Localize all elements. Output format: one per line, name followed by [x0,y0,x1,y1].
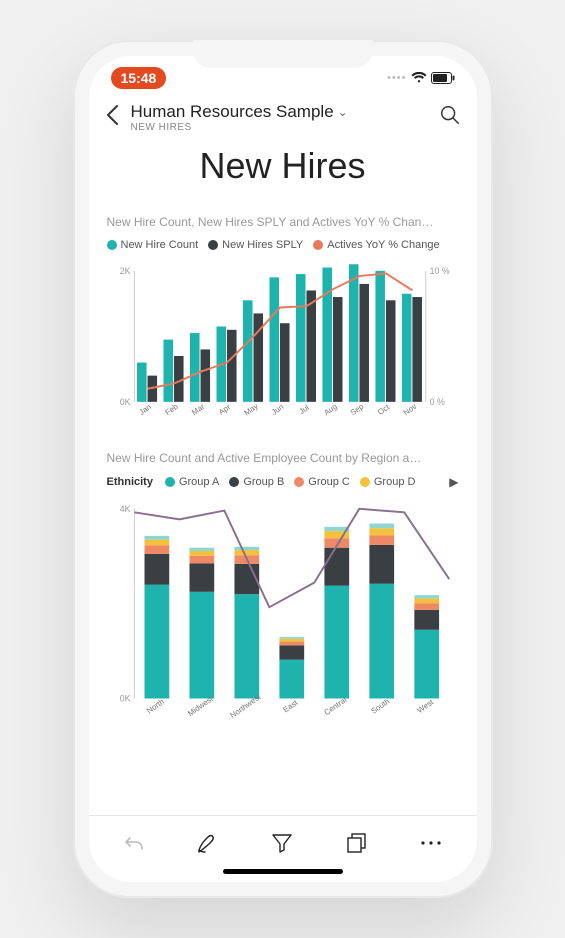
pages-icon [346,833,368,853]
legend-item: New Hires SPLY [208,239,303,251]
wifi-icon [411,72,427,84]
legend-item: Actives YoY % Change [313,239,439,251]
svg-text:10 %: 10 % [429,266,449,276]
legend-item: New Hire Count [107,239,199,251]
svg-text:Apr: Apr [217,402,232,417]
search-button[interactable] [439,104,461,131]
cellular-icon: •••• [387,72,406,84]
page-title: New Hires [89,139,477,215]
report-body[interactable]: New Hire Count, New Hires SPLY and Activ… [89,215,477,815]
legend-label: Group A [179,476,219,488]
svg-text:North: North [145,697,166,715]
svg-text:May: May [242,402,259,418]
chart-2-legend: Ethnicity Group A Group B Group C Group … [107,475,459,489]
status-icons: •••• [387,72,454,84]
chart-2-svg: 0K4KNorthMidwestNorthwestEastCentralSout… [107,501,459,726]
pages-button[interactable] [339,825,375,861]
chevron-down-icon: ⌄ [338,105,348,119]
bottom-toolbar [89,815,477,869]
legend-item: Group C [294,476,350,488]
undo-icon [122,833,146,853]
legend-item: Group D [360,476,416,488]
legend-label: Group D [374,476,416,488]
svg-text:Jan: Jan [137,402,152,417]
svg-text:Sep: Sep [348,402,365,418]
legend-label: New Hire Count [121,239,199,251]
svg-text:Feb: Feb [163,402,180,417]
svg-text:East: East [281,698,300,715]
legend-swatch [229,477,239,487]
legend-label: Actives YoY % Change [327,239,439,251]
phone-frame: 15:48 •••• Human Resources Sample ⌄ NEW … [73,40,493,898]
chart-1-legend: New Hire Count New Hires SPLY Actives Yo… [107,239,459,251]
svg-text:West: West [415,697,435,715]
home-indicator[interactable] [223,869,343,874]
legend-more-icon[interactable]: ▶ [449,475,458,489]
legend-swatch [107,240,117,250]
legend-swatch [165,477,175,487]
svg-text:0K: 0K [119,694,130,704]
annotate-button[interactable] [190,825,226,861]
legend-item: Group B [229,476,284,488]
search-icon [439,104,461,126]
nav-bar: Human Resources Sample ⌄ NEW HIRES [89,94,477,139]
legend-label: New Hires SPLY [222,239,303,251]
legend-label: Group C [308,476,350,488]
pen-icon [196,832,220,854]
legend-item: Group A [165,476,219,488]
legend-swatch [294,477,304,487]
svg-text:4K: 4K [119,504,130,514]
back-button[interactable] [105,102,121,133]
filter-button[interactable] [264,825,300,861]
chart-2-title: New Hire Count and Active Employee Count… [107,451,459,465]
chart-2[interactable]: New Hire Count and Active Employee Count… [107,451,459,726]
more-icon [420,840,442,846]
svg-text:0 %: 0 % [429,397,444,407]
svg-text:Mar: Mar [190,402,207,417]
chart-1[interactable]: New Hire Count, New Hires SPLY and Activ… [107,215,459,429]
legend-swatch [208,240,218,250]
svg-text:South: South [369,697,391,716]
chart-1-title: New Hire Count, New Hires SPLY and Activ… [107,215,459,229]
legend-label: Group B [243,476,284,488]
screen: 15:48 •••• Human Resources Sample ⌄ NEW … [89,56,477,882]
legend-group-label: Ethnicity [107,476,153,488]
undo-button[interactable] [116,825,152,861]
svg-text:Jul: Jul [297,403,311,416]
report-subtitle: NEW HIRES [131,122,429,133]
battery-icon [431,72,455,84]
report-title: Human Resources Sample [131,102,334,122]
legend-swatch [313,240,323,250]
svg-text:Jun: Jun [269,402,284,417]
svg-text:Oct: Oct [375,402,391,417]
filter-icon [271,833,293,853]
svg-text:Nov: Nov [401,402,418,417]
title-block[interactable]: Human Resources Sample ⌄ NEW HIRES [131,102,429,133]
notch [193,40,373,68]
svg-text:2K: 2K [119,266,130,276]
svg-text:Aug: Aug [322,402,339,417]
svg-text:0K: 0K [119,397,130,407]
more-button[interactable] [413,825,449,861]
legend-swatch [360,477,370,487]
status-time: 15:48 [111,67,167,89]
chart-1-svg: 0K 2K 0 % 10 % Jan Feb Mar Apr May Jun Jul Aug Sep Oc… [107,263,459,429]
